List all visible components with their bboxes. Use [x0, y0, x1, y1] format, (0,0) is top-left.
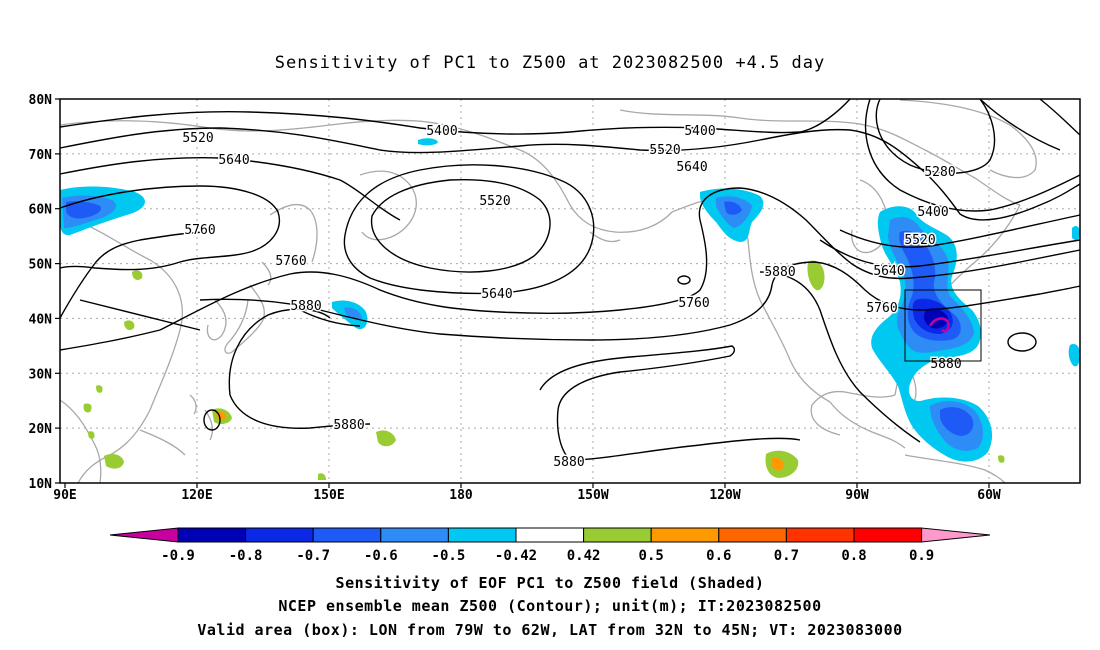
valid-area-box: [904, 289, 982, 362]
colorbar-label: -0.42: [495, 548, 537, 564]
caption-line-1: Sensitivity of EOF PC1 to Z500 field (Sh…: [336, 574, 765, 592]
colorbar-swatch: [853, 527, 923, 543]
shade-pos-4: [83, 403, 92, 413]
lat-label: 50N: [29, 258, 53, 273]
shade-arctic-small: [418, 138, 438, 146]
lat-label: 40N: [29, 312, 53, 327]
lon-label: 150E: [313, 488, 344, 503]
lat-label: 10N: [29, 477, 53, 492]
contour-label: 5880: [290, 299, 321, 314]
contour-label: 5640: [676, 160, 707, 175]
contour-labels: 5520 5640 5400 5400 5520 5640 5520 5280 …: [181, 123, 963, 472]
map-panel: 5520 5640 5400 5400 5520 5640 5520 5280 …: [29, 93, 1081, 503]
caption-line-3: Valid area (box): LON from 79W to 62W, L…: [197, 621, 902, 639]
gridlines: [60, 99, 1080, 483]
z500-contours: [59, 98, 1081, 461]
colorbar-label: 0.8: [841, 548, 866, 564]
colorbar-label: -0.7: [296, 548, 330, 564]
lon-label: 180: [449, 488, 473, 503]
colorbar-swatch: [447, 527, 517, 543]
contour-label: 5760: [678, 296, 709, 311]
lon-label: 120W: [709, 488, 740, 503]
shade-caribbean-core: [940, 407, 974, 436]
colorbar-swatch: [583, 527, 652, 543]
shade-pos-11-core: [772, 457, 784, 471]
colorbar-swatch: [312, 527, 382, 543]
lon-label: 120E: [181, 488, 212, 503]
contour-label: 5520: [904, 233, 935, 248]
colorbar: -0.9 -0.8 -0.7 -0.6 -0.5 -0.42 0.42 0.5 0.6 0.7 0.…: [109, 527, 991, 564]
contour-label: 5520: [182, 131, 213, 146]
colorbar-swatch: [177, 527, 247, 543]
contour-label: 5520: [649, 143, 680, 158]
caption: Sensitivity of EOF PC1 to Z500 field (Sh…: [197, 574, 902, 639]
contour-label: 5880: [333, 418, 364, 433]
contour-label: 5280: [924, 165, 955, 180]
colorbar-label: 0.9: [909, 548, 934, 564]
contour-label: 5400: [426, 124, 457, 139]
shade-pos-5: [104, 454, 124, 469]
sensitivity-shading: [60, 138, 1080, 480]
lon-labels: 90E 120E 150E 180 150W 120W 90W 60W: [53, 488, 1001, 503]
contour-label: 5880: [764, 265, 795, 280]
shade-canada-west-max: [724, 201, 742, 215]
contour-label: 5760: [866, 301, 897, 316]
colorbar-high-arrow: [921, 527, 991, 543]
contour-label: 5640: [218, 153, 249, 168]
lat-label: 30N: [29, 367, 53, 382]
shade-east-na-min: [928, 317, 950, 333]
lat-labels: 80N 70N 60N 50N 40N 30N 20N 10N: [29, 93, 53, 492]
figure-title: Sensitivity of PC1 to Z500 at 2023082500…: [275, 53, 826, 73]
colorbar-swatch: [718, 527, 787, 543]
colorbar-label: -0.5: [432, 548, 466, 564]
colorbar-label: 0.7: [774, 548, 799, 564]
lat-label: 60N: [29, 203, 53, 218]
shade-pos-10: [807, 260, 825, 291]
shade-pos-6: [88, 431, 95, 439]
map-frame: [59, 98, 1081, 484]
contour-label: 5880: [553, 455, 584, 470]
shade-pos-8: [376, 430, 396, 447]
shade-pos-12: [998, 455, 1005, 463]
shade-pos-3: [96, 385, 103, 393]
lon-label: 150W: [577, 488, 608, 503]
shade-atlantic-top: [1072, 226, 1080, 241]
lat-label: 80N: [29, 93, 53, 108]
colorbar-label: -0.9: [161, 548, 195, 564]
axis-ticks: [55, 98, 990, 488]
colorbar-label: -0.6: [364, 548, 398, 564]
shade-pacific-mid-core: [344, 307, 362, 320]
contour-label: 5400: [684, 124, 715, 139]
colorbar-swatch: [515, 527, 585, 543]
lon-label: 90E: [53, 488, 76, 503]
colorbar-swatch: [245, 527, 314, 543]
colorbar-label: 0.6: [706, 548, 731, 564]
colorbar-swatch: [650, 527, 720, 543]
shade-east-asia-max: [66, 201, 102, 219]
colorbar-label: 0.5: [639, 548, 664, 564]
colorbar-swatch: [785, 527, 855, 543]
shade-atlantic-edge: [1068, 344, 1080, 367]
colorbar-swatch: [380, 527, 449, 543]
colorbar-low-arrow: [109, 527, 179, 543]
caption-line-2: NCEP ensemble mean Z500 (Contour); unit(…: [278, 597, 821, 615]
contour-label: 5760: [275, 254, 306, 269]
contour-label: 5400: [917, 205, 948, 220]
contour-label: 5760: [184, 223, 215, 238]
contour-label: 5640: [873, 264, 904, 279]
contour-label: 5520: [479, 194, 510, 209]
lon-label: 60W: [977, 488, 1001, 503]
contour-label: 5880: [930, 357, 961, 372]
lat-label: 70N: [29, 148, 53, 163]
colorbar-label: -0.8: [229, 548, 263, 564]
lat-label: 20N: [29, 422, 53, 437]
shade-pos-9: [318, 473, 326, 480]
shade-pos-2: [124, 320, 135, 330]
shade-pos-1: [132, 270, 143, 280]
colorbar-label: 0.42: [567, 548, 601, 564]
lon-label: 90W: [845, 488, 869, 503]
contour-label: 5640: [481, 287, 512, 302]
